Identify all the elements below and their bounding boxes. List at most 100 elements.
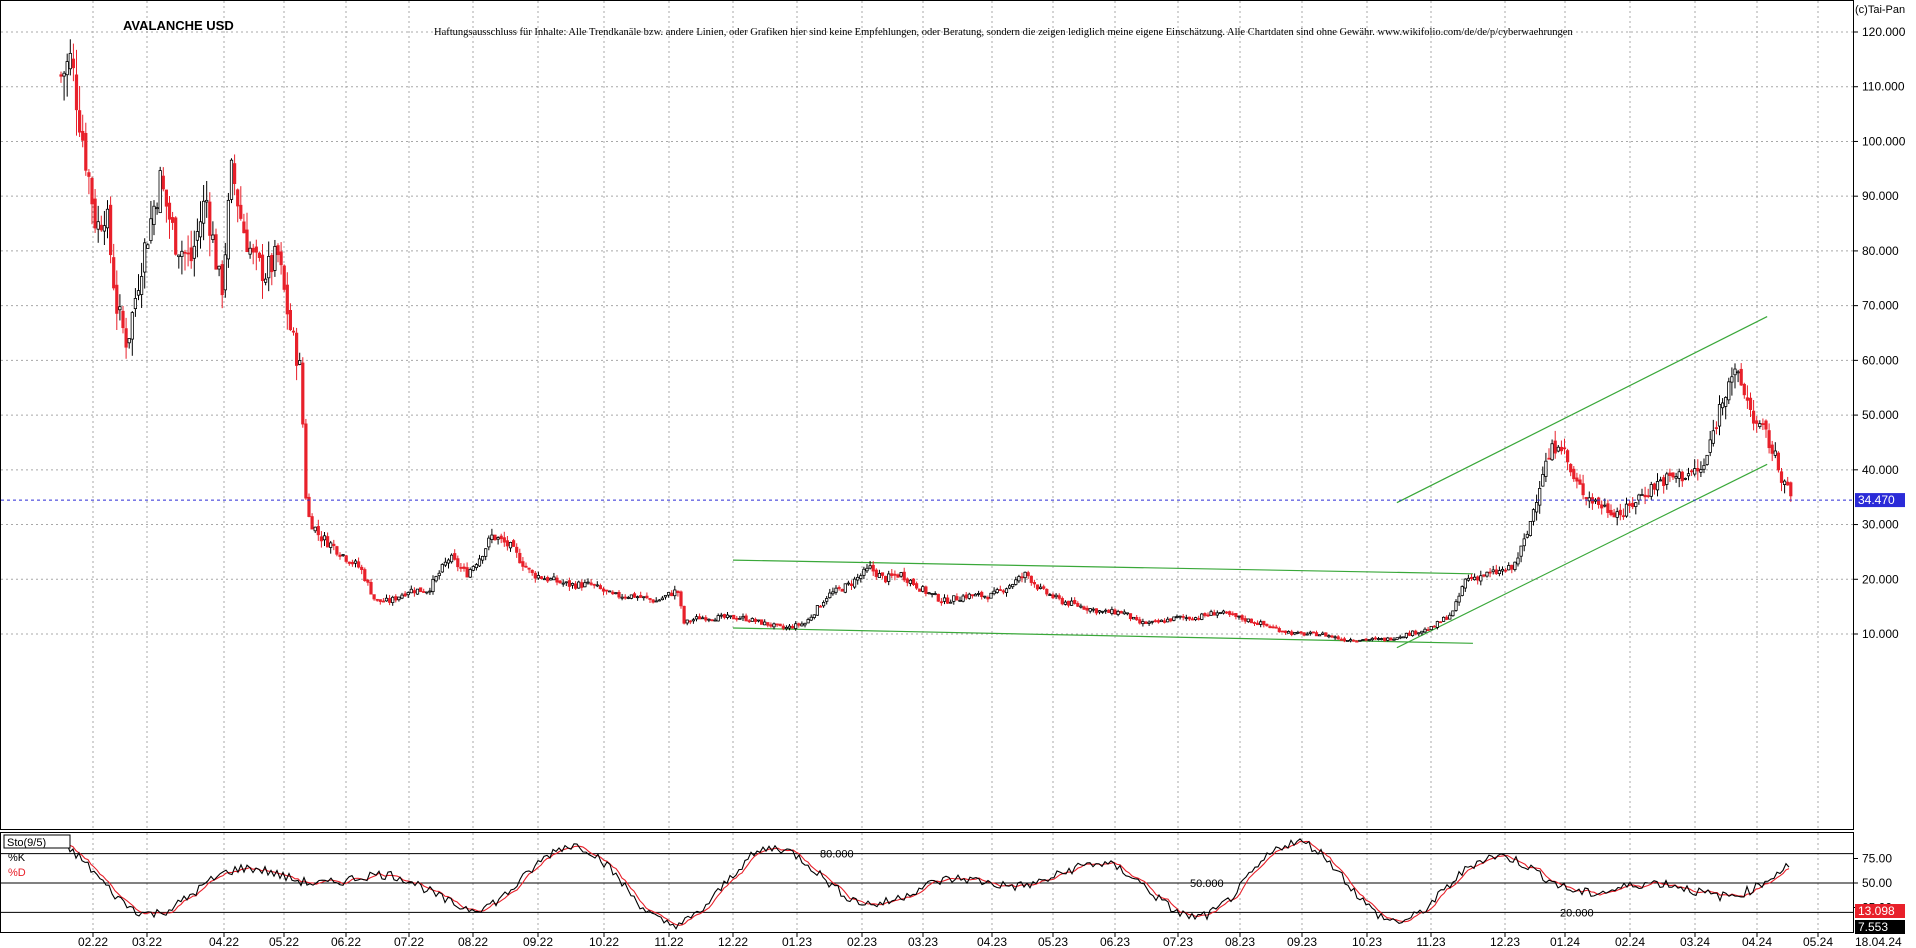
candle-body <box>673 589 677 597</box>
candle-body <box>608 590 612 593</box>
candle-body <box>663 594 668 598</box>
candle-body <box>1218 612 1222 614</box>
candle-body <box>1054 594 1058 598</box>
candle-body <box>366 579 370 583</box>
candle-body <box>899 572 903 577</box>
candle-body <box>192 245 196 259</box>
candle-body <box>546 576 550 582</box>
candle-body <box>1460 586 1464 596</box>
candle-body <box>902 571 906 581</box>
candle-body <box>431 579 435 592</box>
candle-body <box>849 583 854 587</box>
candle-body <box>1783 480 1787 485</box>
candle-body <box>1466 577 1470 581</box>
candle-body <box>1352 639 1356 642</box>
candle-body <box>1572 468 1576 480</box>
candle-body <box>109 204 113 256</box>
candle-body <box>1277 628 1281 633</box>
candle-body <box>1147 621 1151 624</box>
candle-body <box>682 605 686 624</box>
candle-body <box>1476 576 1480 581</box>
candle-body <box>803 622 807 626</box>
time-tick-label: 06.23 <box>1100 935 1130 948</box>
candle-body <box>583 582 587 588</box>
candle-body <box>1097 610 1102 613</box>
candle-body <box>1776 452 1780 471</box>
candle-body <box>127 338 131 344</box>
time-axis: 02.22 03.22 04.22 05.22 06.22 07.22 08.22 09.22… <box>78 932 1902 948</box>
candle-body <box>1283 630 1288 633</box>
candle-body <box>1507 565 1511 571</box>
candle-body <box>68 52 72 70</box>
candle-body <box>1221 610 1226 614</box>
stochastic-legend-box <box>3 834 71 849</box>
candle-body <box>750 618 754 622</box>
candle-body <box>626 597 630 599</box>
time-tick-label: 04.22 <box>209 935 239 948</box>
candle-body <box>1411 630 1415 637</box>
candle-body <box>670 592 674 597</box>
candle-body <box>862 568 866 576</box>
candle-body <box>1562 447 1567 450</box>
candle-body <box>1541 474 1545 487</box>
candle-body <box>477 558 482 567</box>
candle-body <box>614 592 618 595</box>
candle-body <box>229 159 234 200</box>
candle-body <box>322 535 327 541</box>
time-tick-label: 09.23 <box>1287 935 1317 948</box>
last-price-box <box>1855 493 1905 508</box>
candle-body <box>158 170 162 214</box>
candle-body <box>564 581 568 584</box>
candle-body <box>536 575 541 579</box>
time-tick-label: 06.22 <box>331 935 361 948</box>
candle-body <box>1215 612 1219 616</box>
candle-body <box>601 588 606 592</box>
price-tick-label: 40.000 <box>1862 463 1899 477</box>
candle-body <box>880 572 885 576</box>
candle-body <box>310 516 314 530</box>
candle-body <box>660 597 665 601</box>
candle-body <box>1469 576 1474 580</box>
candle-body <box>1228 611 1232 615</box>
candle-body <box>707 618 711 621</box>
candle-body <box>859 575 863 579</box>
candle-body <box>409 588 413 594</box>
candle-body <box>1029 575 1033 583</box>
candle-body <box>1380 638 1384 640</box>
candle-body <box>1032 582 1036 585</box>
time-tick-label: 03.24 <box>1680 935 1710 948</box>
candle-body <box>102 225 106 232</box>
candle-body <box>958 599 962 602</box>
candle-body <box>1271 626 1275 629</box>
candle-body <box>1057 595 1061 599</box>
time-tick-label: 08.22 <box>458 935 488 948</box>
candle-body <box>459 566 463 569</box>
candle-body <box>874 569 878 577</box>
candle-body <box>924 586 928 594</box>
candle-body <box>1584 496 1588 500</box>
candle-body <box>505 540 510 547</box>
candle-body <box>1414 630 1418 635</box>
candle-body <box>598 585 603 590</box>
candle-body <box>369 582 373 595</box>
candle-body <box>744 615 748 622</box>
candle-body <box>1721 402 1725 409</box>
candle-body <box>1401 636 1405 639</box>
candle-body <box>930 593 934 595</box>
candle-body <box>344 555 348 562</box>
candle-body <box>1110 608 1114 614</box>
candle-body <box>474 564 479 569</box>
candle-body <box>843 583 847 593</box>
candle-body <box>1767 430 1771 449</box>
candle-body <box>149 218 153 242</box>
candle-body <box>555 577 559 583</box>
candle-body <box>1150 620 1154 623</box>
candle-body <box>242 221 246 234</box>
candle-body <box>1655 481 1660 491</box>
candle-body <box>1252 622 1257 624</box>
candle-body <box>657 599 661 602</box>
candle-body <box>1274 626 1278 629</box>
price-tick-label: 60.000 <box>1862 353 1899 367</box>
candle-body <box>1321 632 1325 635</box>
candle-body <box>1156 620 1160 623</box>
